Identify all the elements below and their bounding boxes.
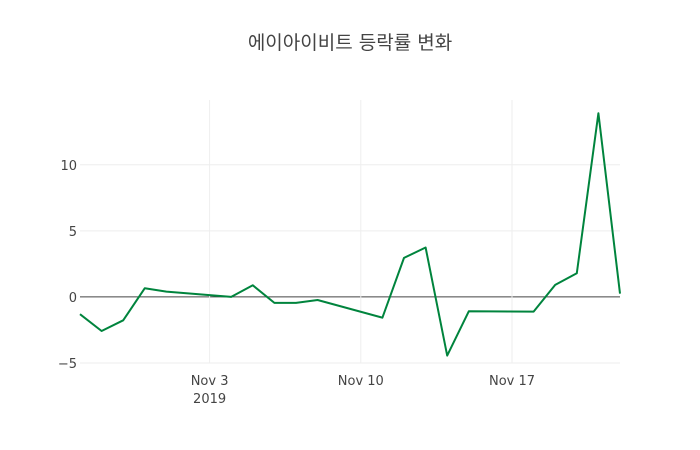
y-tick-label: 0: [69, 291, 77, 306]
series-layer: [79, 112, 621, 357]
x-tick-label: Nov 17: [489, 374, 535, 389]
axes: −5 0 5 10 Nov 3 2019 Nov 10 Nov 17: [58, 159, 535, 407]
grid: [80, 100, 620, 364]
chart-title: 에이아이비트 등락률 변화: [248, 32, 452, 54]
y-tick-label: 10: [60, 159, 77, 174]
x-tick-label: Nov 10: [338, 374, 384, 389]
y-tick-label: −5: [58, 357, 77, 372]
series-line: [79, 112, 621, 357]
y-tick-label: 5: [69, 225, 77, 240]
x-tick-label: Nov 3: [191, 374, 229, 389]
x-tick-sublabel: 2019: [193, 392, 226, 407]
